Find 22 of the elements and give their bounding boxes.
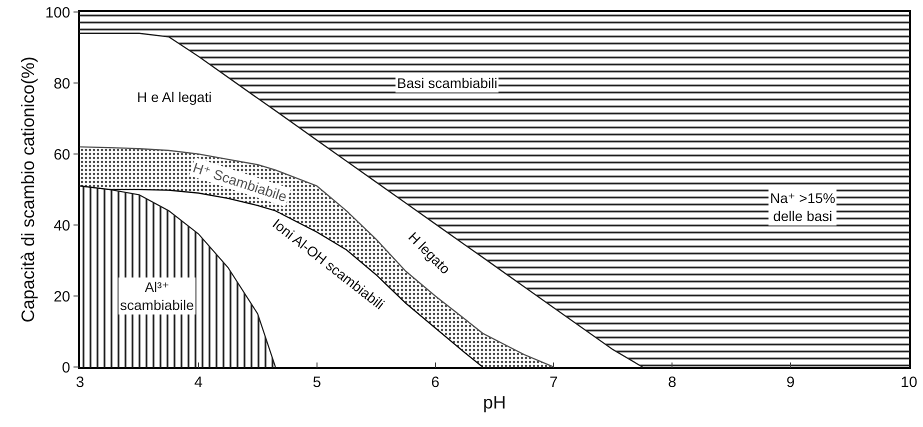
y-tick-label: 20 <box>54 288 70 306</box>
x-axis-title: pH <box>482 392 506 412</box>
annotation: H e Al legati <box>137 89 212 105</box>
annotation: Na⁺ >15% delle basi <box>770 190 836 224</box>
x-tick-label: 4 <box>194 374 203 391</box>
y-tick-label: 80 <box>54 75 70 92</box>
x-tick-label: 9 <box>786 374 795 391</box>
x-tick-label: 7 <box>550 374 558 391</box>
line-series <box>80 146 554 367</box>
y-tick-label: 40 <box>54 217 70 234</box>
line-series <box>80 32 644 367</box>
y-tick-label: 60 <box>54 146 70 164</box>
x-tick-label: 6 <box>431 374 440 391</box>
y-axis-title: Capacità di scambio cationico(%) <box>18 56 38 323</box>
y-tick-label: 100 <box>45 4 70 22</box>
x-tick-label: 5 <box>312 374 322 391</box>
annotation: Basi scambiabili <box>397 75 498 91</box>
series-label: Al³⁺ scambiabile <box>120 279 194 314</box>
x-tick-label: 10 <box>900 374 918 391</box>
x-tick-label: 8 <box>668 374 676 391</box>
x-tick-label: 3 <box>76 374 84 391</box>
y-tick-label: 0 <box>62 359 70 376</box>
